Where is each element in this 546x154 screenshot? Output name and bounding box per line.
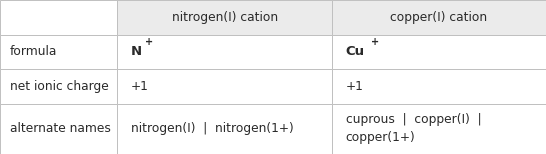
Bar (332, 0, 546, 35)
Text: formula: formula (10, 45, 57, 59)
Text: alternate names: alternate names (10, 122, 111, 136)
Text: net ionic charge: net ionic charge (10, 80, 109, 93)
Bar (117, 35, 332, 69)
Text: nitrogen(I) cation: nitrogen(I) cation (171, 11, 278, 24)
Bar (117, 104, 332, 154)
Text: +: + (371, 37, 379, 47)
Text: +1: +1 (131, 80, 149, 93)
Bar (0, 0, 117, 35)
Text: N: N (131, 45, 142, 59)
Bar (117, 0, 332, 35)
Bar (332, 104, 546, 154)
Bar (0, 69, 117, 104)
Text: cuprous  |  copper(I)  |
copper(1+): cuprous | copper(I) | copper(1+) (346, 113, 481, 144)
Text: Cu: Cu (346, 45, 365, 59)
Text: copper(I) cation: copper(I) cation (390, 11, 488, 24)
Bar (332, 69, 546, 104)
Bar (332, 35, 546, 69)
Bar (0, 35, 117, 69)
Text: +1: +1 (346, 80, 364, 93)
Text: nitrogen(I)  |  nitrogen(1+): nitrogen(I) | nitrogen(1+) (131, 122, 294, 136)
Bar (0, 104, 117, 154)
Bar (117, 69, 332, 104)
Text: +: + (145, 37, 153, 47)
